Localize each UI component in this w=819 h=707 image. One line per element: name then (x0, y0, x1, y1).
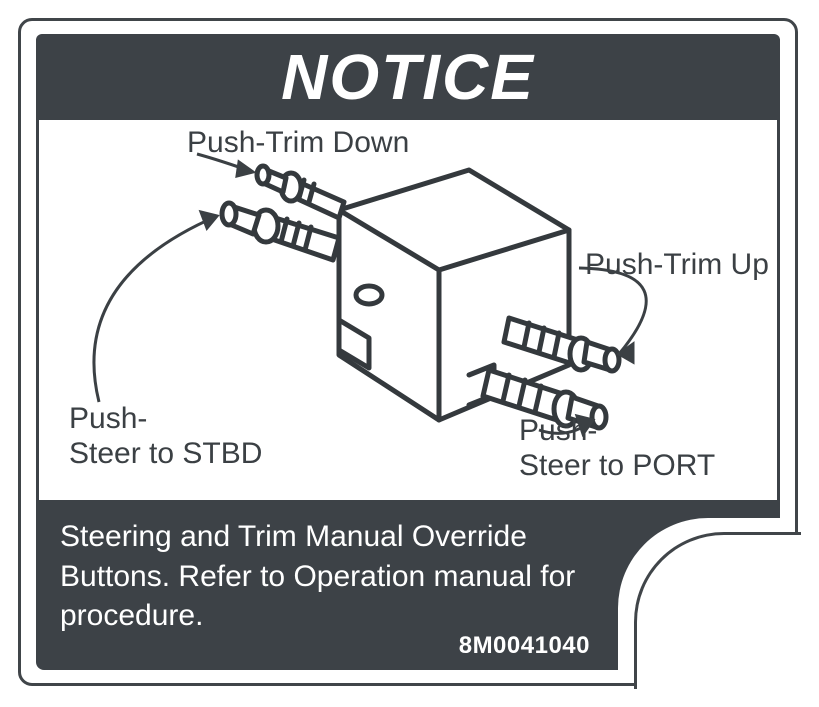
callout-trim-down: Push-Trim Down (187, 126, 409, 161)
diagram-panel: Push-Trim Down Push-Trim Up Push- Steer … (36, 120, 780, 503)
callout-trim-up: Push-Trim Up (585, 248, 769, 283)
header-bar: NOTICE (36, 34, 780, 120)
part-number: 8M0041040 (459, 632, 590, 660)
header-title: NOTICE (281, 40, 535, 114)
callout-steer-stbd: Push- Steer to STBD (69, 402, 262, 471)
notice-label: NOTICE (18, 18, 798, 686)
footer-text: Steering and Trim Manual Override Button… (60, 517, 600, 636)
callout-steer-port: Push- Steer to PORT (519, 414, 715, 483)
